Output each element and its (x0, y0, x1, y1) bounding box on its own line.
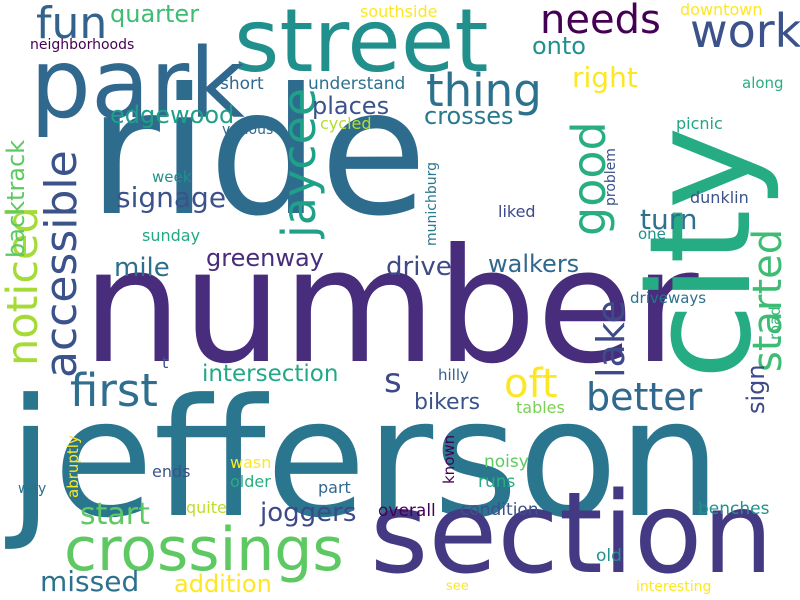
word-various: various (222, 122, 274, 138)
word-condition: condition (460, 500, 539, 520)
word-part: part (318, 478, 351, 497)
word-runs: runs (478, 472, 516, 492)
word-wasn: wasn (230, 453, 272, 472)
word-mile: mile (114, 253, 170, 283)
word-greenway: greenway (206, 244, 324, 272)
word-signage: signage (116, 181, 227, 214)
word-started: started (745, 228, 791, 372)
word-liked: liked (498, 202, 536, 221)
word-jefferson: jefferson (8, 365, 722, 554)
word-noisy: noisy (484, 452, 529, 472)
word-quite: quite (186, 498, 227, 517)
word-turn: turn (640, 203, 698, 236)
word-crosses: crosses (424, 102, 514, 130)
word-crossings: crossings (64, 515, 344, 585)
word-older: older (230, 472, 271, 491)
word-oft: oft (504, 361, 558, 407)
word-along: along (742, 74, 784, 92)
word-driveways: driveways (630, 289, 707, 307)
word-first: first (70, 364, 158, 417)
word-quarter: quarter (110, 0, 200, 28)
word-t: t (162, 353, 169, 372)
word-overall: overall (378, 501, 436, 521)
word-ride: ride (88, 52, 428, 255)
word-known: known (440, 434, 458, 484)
word-needs: needs (540, 0, 661, 43)
word-hilly: hilly (438, 366, 469, 384)
word-problem: problem (603, 148, 619, 206)
word-right: right (572, 61, 638, 94)
word-onto: onto (532, 32, 586, 60)
word-places: places (312, 92, 390, 120)
word-start: start (80, 497, 150, 532)
word-missed: missed (40, 565, 140, 598)
word-week: week (152, 168, 192, 186)
word-fun: fun (36, 0, 108, 49)
word-joggers: joggers (260, 498, 357, 528)
word-park: park (30, 28, 245, 140)
word-southside: southside (360, 2, 438, 21)
word-road: road (766, 306, 784, 340)
word-work: work (690, 4, 800, 58)
word-cycled: cycled (320, 114, 372, 133)
word-section: section (370, 469, 774, 599)
word-intersection: intersection (202, 361, 339, 387)
word-walkers: walkers (488, 250, 580, 278)
word-ends: ends (152, 462, 191, 481)
word-thing: thing (426, 64, 542, 117)
word-lake: lake (589, 300, 633, 378)
word-better: better (586, 375, 703, 419)
word-munichburg: munichburg (424, 162, 440, 246)
word-one: one (638, 225, 666, 243)
word-way: way (18, 481, 47, 497)
word-downtown: downtown (680, 0, 763, 19)
word-edgewood: edgewood (110, 101, 235, 129)
word-interesting: interesting (636, 579, 712, 595)
word-sunday: sunday (142, 226, 201, 245)
word-old: old (596, 546, 622, 566)
word-s: s (384, 361, 402, 401)
word-number: number (82, 215, 699, 399)
word-sign: sign (742, 364, 770, 414)
word-abruptly: abruptly (64, 435, 82, 498)
word-dunklin: dunklin (690, 188, 749, 207)
word-neighborhoods: neighborhoods (30, 37, 135, 53)
word-bikers: bikers (414, 390, 481, 415)
word-picnic: picnic (676, 114, 723, 133)
word-addition: addition (174, 570, 272, 598)
word-understand: understand (308, 74, 406, 94)
word-street: street (234, 0, 489, 92)
word-tables: tables (516, 398, 565, 417)
word-see: see (446, 579, 469, 594)
word-benches: benches (698, 499, 770, 519)
word-backtrack: backtrack (2, 139, 30, 258)
word-short: short (220, 74, 264, 94)
word-drive: drive (386, 252, 452, 282)
